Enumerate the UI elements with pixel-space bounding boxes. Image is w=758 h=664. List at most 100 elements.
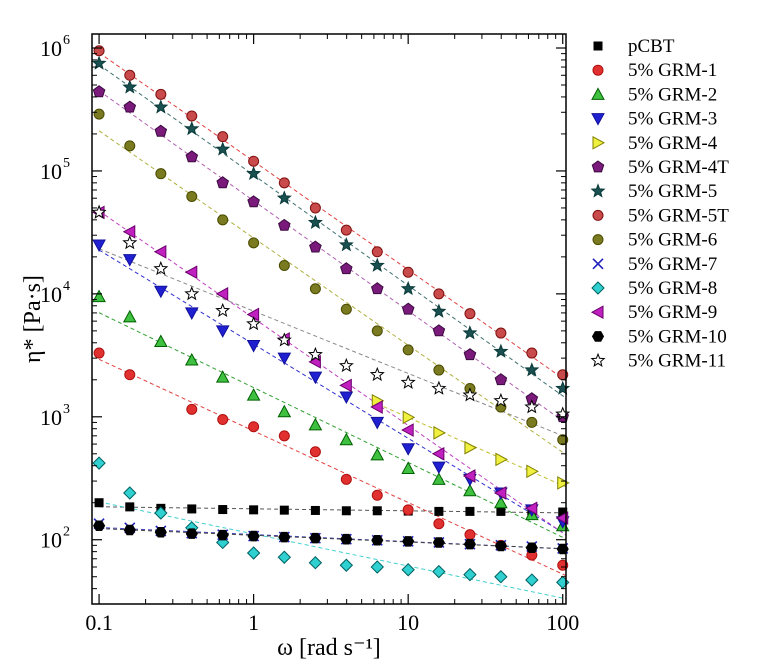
legend-item: 5% GRM-10 xyxy=(591,326,727,347)
y-tick-label: 10 xyxy=(40,159,62,184)
data-point xyxy=(278,531,291,543)
data-point xyxy=(186,403,198,415)
data-point xyxy=(277,550,292,564)
trend-line xyxy=(98,64,567,399)
x-tick-label: 100 xyxy=(546,610,579,635)
legend-item: 5% GRM-2 xyxy=(591,84,717,105)
data-point xyxy=(371,325,383,337)
data-point xyxy=(154,506,168,520)
legend-item: 5% GRM-6 xyxy=(592,230,717,251)
legend-marker xyxy=(592,258,604,270)
data-point xyxy=(524,501,538,516)
trend-line xyxy=(98,130,567,456)
legend-marker xyxy=(592,64,604,76)
trend-line xyxy=(98,90,567,424)
data-point xyxy=(493,343,509,358)
data-point xyxy=(526,416,538,428)
x-axis-title: ω [rad s⁻¹] xyxy=(277,635,381,661)
y-tick-exponent: 3 xyxy=(63,402,70,417)
data-point xyxy=(496,506,506,516)
data-point xyxy=(248,155,260,167)
data-point xyxy=(248,421,260,433)
data-point xyxy=(218,505,228,515)
data-point xyxy=(494,540,507,552)
legend-label: 5% GRM-7 xyxy=(628,254,717,275)
legend-label: 5% GRM-11 xyxy=(628,351,726,372)
data-point xyxy=(557,434,569,446)
data-point xyxy=(246,388,261,401)
data-point xyxy=(432,472,446,485)
data-point xyxy=(339,391,354,405)
data-point xyxy=(153,334,168,347)
data-point xyxy=(93,45,105,57)
data-point xyxy=(278,430,290,442)
y-tick-label: 10 xyxy=(40,405,62,430)
data-point xyxy=(93,347,105,359)
legend-label: 5% GRM-4 xyxy=(628,133,718,154)
data-point xyxy=(93,520,106,531)
data-point xyxy=(433,518,445,530)
data-point xyxy=(276,190,292,205)
x-tick-label: 1 xyxy=(248,610,259,635)
series-7 xyxy=(93,45,569,381)
data-point xyxy=(278,218,291,231)
data-point xyxy=(401,302,415,315)
data-point xyxy=(309,202,321,214)
data-point xyxy=(217,131,229,143)
data-point xyxy=(463,567,477,582)
data-point xyxy=(340,303,352,315)
series-13 xyxy=(91,204,571,421)
data-point xyxy=(309,240,322,253)
data-point xyxy=(463,538,476,550)
data-point xyxy=(557,476,570,490)
legend-label: pCBT xyxy=(628,36,675,57)
plot-frame xyxy=(91,33,567,605)
legend-marker xyxy=(591,113,605,126)
data-point xyxy=(402,536,415,547)
data-point xyxy=(524,399,540,414)
data-point xyxy=(124,69,136,81)
y-tick-exponent: 5 xyxy=(63,156,70,171)
data-point xyxy=(401,443,416,456)
data-point xyxy=(187,504,197,514)
data-point xyxy=(434,506,444,516)
data-point xyxy=(433,364,445,376)
data-point xyxy=(462,325,478,340)
data-point xyxy=(186,110,198,122)
data-point xyxy=(402,410,416,425)
data-point xyxy=(526,464,539,479)
data-point xyxy=(340,473,352,485)
data-point xyxy=(123,100,137,113)
data-point xyxy=(526,347,538,359)
y-tick-label: 10 xyxy=(40,528,62,553)
data-point xyxy=(217,214,229,226)
data-point xyxy=(464,529,476,541)
data-point xyxy=(464,308,476,320)
data-point xyxy=(495,327,507,339)
data-point xyxy=(465,506,475,516)
data-point xyxy=(247,530,260,542)
series-2 xyxy=(92,289,570,532)
data-point xyxy=(279,505,289,515)
data-point xyxy=(153,99,169,114)
data-point xyxy=(277,352,292,366)
data-point xyxy=(371,282,384,295)
data-point xyxy=(464,440,477,455)
data-point xyxy=(555,380,571,395)
data-point xyxy=(431,303,447,318)
data-point xyxy=(215,325,230,338)
data-point xyxy=(246,340,261,353)
data-point xyxy=(248,237,260,249)
data-point xyxy=(493,392,509,408)
data-point xyxy=(153,260,169,276)
data-point xyxy=(216,176,229,189)
legend-marker xyxy=(590,352,606,368)
legend-marker xyxy=(592,209,604,221)
data-point xyxy=(123,486,137,500)
trend-lines xyxy=(98,52,567,600)
data-point xyxy=(463,483,477,497)
data-point xyxy=(215,287,229,301)
data-point xyxy=(338,357,354,373)
